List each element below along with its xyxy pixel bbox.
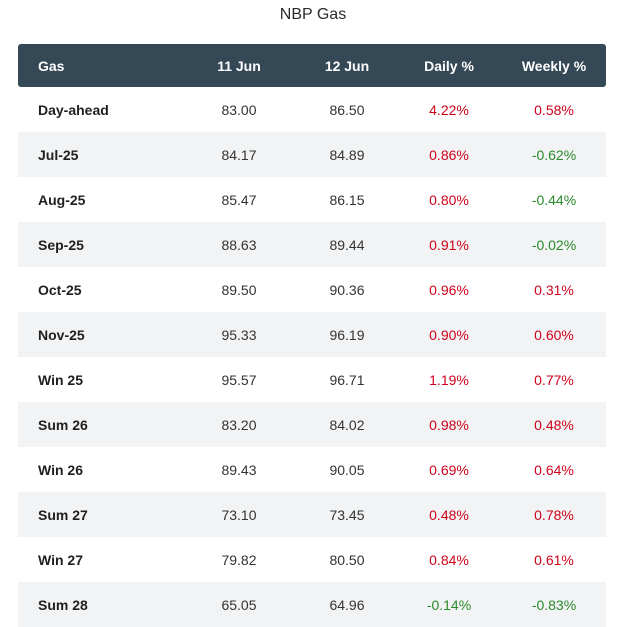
price-11-jun-cell: 89.50 [221,281,257,298]
header-12-jun[interactable]: 12 Jun [324,57,370,74]
weekly-change-cell: 0.78% [534,506,574,523]
table-header: Gas 11 Jun 12 Jun Daily % Weekly % [18,44,606,87]
page-title: NBP Gas [279,6,347,23]
price-11-jun-cell: 95.33 [221,326,257,343]
table-row: Oct-25 89.50 90.36 0.96% 0.31% [18,267,606,312]
table-row: Sep-25 88.63 89.44 0.91% -0.02% [18,222,606,267]
price-12-jun-cell: 90.05 [329,461,365,478]
price-11-jun-cell: 89.43 [221,461,257,478]
price-12-jun-cell: 73.45 [329,506,365,523]
price-11-jun-cell: 88.63 [221,236,257,253]
daily-change-cell: 0.69% [429,461,469,478]
table-row: Win 26 89.43 90.05 0.69% 0.64% [18,447,606,492]
table-row: Sum 26 83.20 84.02 0.98% 0.48% [18,402,606,447]
price-12-jun-cell: 89.44 [329,236,365,253]
contract-name-cell: Sum 27 [38,506,88,523]
weekly-change-cell: -0.83% [531,596,577,613]
price-12-jun-cell: 80.50 [329,551,365,568]
daily-change-cell: 0.80% [429,191,469,208]
table-row: Nov-25 95.33 96.19 0.90% 0.60% [18,312,606,357]
table-row: Sum 28 65.05 64.96 -0.14% -0.83% [18,582,606,627]
contract-name-cell: Sum 28 [38,596,88,613]
price-11-jun-cell: 84.17 [221,146,257,163]
daily-change-cell: 0.48% [429,506,469,523]
table-row: Win 25 95.57 96.71 1.19% 0.77% [18,357,606,402]
header-daily-pct[interactable]: Daily % [424,57,474,74]
price-11-jun-cell: 79.82 [221,551,257,568]
daily-change-cell: 0.84% [429,551,469,568]
weekly-change-cell: -0.02% [531,236,577,253]
table-row: Day-ahead 83.00 86.50 4.22% 0.58% [18,87,606,132]
weekly-change-cell: 0.60% [534,326,574,343]
header-11-jun[interactable]: 11 Jun [217,57,261,74]
weekly-change-cell: 0.58% [534,101,574,118]
header-gas[interactable]: Gas [38,57,65,74]
weekly-change-cell: -0.44% [531,191,577,208]
price-11-jun-cell: 83.20 [221,416,257,433]
daily-change-cell: 0.96% [429,281,469,298]
daily-change-cell: -0.14% [426,596,472,613]
contract-name-cell: Sep-25 [38,236,84,253]
daily-change-cell: 0.86% [429,146,469,163]
daily-change-cell: 0.91% [429,236,469,253]
price-12-jun-cell: 96.19 [329,326,365,343]
contract-name-cell: Aug-25 [38,191,86,208]
contract-name-cell: Sum 26 [38,416,88,433]
weekly-change-cell: -0.62% [531,146,577,163]
weekly-change-cell: 0.31% [534,281,574,298]
weekly-change-cell: 0.64% [534,461,574,478]
price-12-jun-cell: 84.89 [329,146,365,163]
price-11-jun-cell: 73.10 [221,506,257,523]
daily-change-cell: 0.98% [429,416,469,433]
contract-name-cell: Nov-25 [38,326,85,343]
daily-change-cell: 4.22% [429,101,469,118]
price-11-jun-cell: 83.00 [221,101,257,118]
header-weekly-pct[interactable]: Weekly % [521,57,587,74]
price-12-jun-cell: 86.15 [329,191,365,208]
table-row: Win 27 79.82 80.50 0.84% 0.61% [18,537,606,582]
contract-name-cell: Day-ahead [38,101,109,118]
table-row: Aug-25 85.47 86.15 0.80% -0.44% [18,177,606,222]
table-row: Sum 27 73.10 73.45 0.48% 0.78% [18,492,606,537]
contract-name-cell: Win 27 [38,551,83,568]
price-12-jun-cell: 86.50 [329,101,365,118]
weekly-change-cell: 0.48% [534,416,574,433]
price-12-jun-cell: 96.71 [329,371,365,388]
price-11-jun-cell: 85.47 [221,191,257,208]
price-12-jun-cell: 84.02 [329,416,365,433]
prices-table: Gas 11 Jun 12 Jun Daily % Weekly % Day-a… [18,44,606,627]
daily-change-cell: 1.19% [429,371,469,388]
contract-name-cell: Win 25 [38,371,83,388]
contract-name-cell: Win 26 [38,461,83,478]
table-body: Day-ahead 83.00 86.50 4.22% 0.58% Jul-25 84.17… [18,87,606,627]
table-row: Jul-25 84.17 84.89 0.86% -0.62% [18,132,606,177]
weekly-change-cell: 0.77% [534,371,574,388]
price-11-jun-cell: 65.05 [221,596,257,613]
contract-name-cell: Oct-25 [38,281,82,298]
price-11-jun-cell: 95.57 [221,371,257,388]
price-12-jun-cell: 90.36 [329,281,365,298]
price-12-jun-cell: 64.96 [329,596,365,613]
weekly-change-cell: 0.61% [534,551,574,568]
contract-name-cell: Jul-25 [38,146,79,163]
daily-change-cell: 0.90% [429,326,469,343]
